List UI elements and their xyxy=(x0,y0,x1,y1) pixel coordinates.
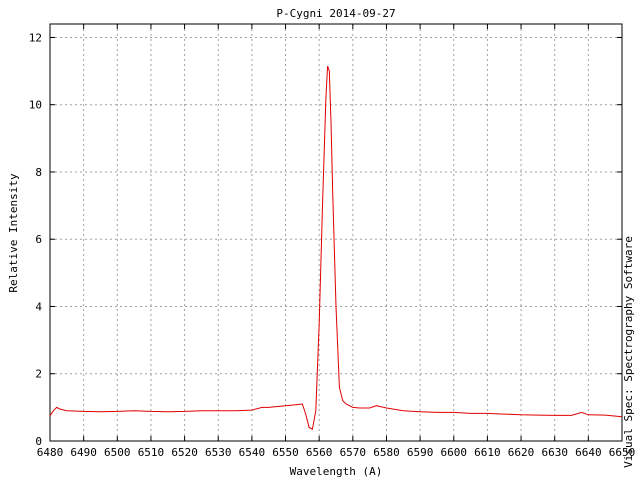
x-tick-label: 6640 xyxy=(575,446,602,459)
spectrum-line xyxy=(49,65,623,430)
x-tick-label: 6600 xyxy=(441,446,468,459)
side-label: Visual Spec: Spectrography Software xyxy=(622,236,635,468)
x-tick-label: 6650 xyxy=(609,446,636,459)
x-tick-label: 6540 xyxy=(239,446,266,459)
axis-ticks xyxy=(49,24,623,442)
grid-lines xyxy=(50,24,622,441)
chart-title: P-Cygni 2014-09-27 xyxy=(276,7,395,20)
x-tick-label: 6510 xyxy=(138,446,165,459)
x-tick-label: 6550 xyxy=(272,446,299,459)
y-tick-label: 10 xyxy=(29,99,42,112)
x-tick-label: 6520 xyxy=(171,446,198,459)
x-tick-label: 6560 xyxy=(306,446,333,459)
axis-tick-labels: 6480 6490 6500 6510 6520 6530 6540 6550 6560 6570… xyxy=(29,31,636,459)
y-tick-label: 6 xyxy=(35,233,42,246)
y-axis-label: Relative Intensity xyxy=(7,173,20,293)
y-tick-label: 2 xyxy=(35,368,42,381)
plot-frame xyxy=(49,23,623,442)
y-tick-label: 12 xyxy=(29,31,42,44)
x-tick-label: 6490 xyxy=(70,446,97,459)
x-tick-label: 6480 xyxy=(37,446,64,459)
x-tick-label: 6590 xyxy=(407,446,434,459)
x-tick-label: 6630 xyxy=(541,446,568,459)
x-tick-label: 6620 xyxy=(508,446,535,459)
x-tick-label: 6610 xyxy=(474,446,501,459)
x-tick-label: 6530 xyxy=(205,446,232,459)
y-tick-label: 4 xyxy=(35,300,42,313)
x-tick-label: 6580 xyxy=(373,446,400,459)
y-tick-label: 0 xyxy=(35,435,42,448)
x-tick-label: 6570 xyxy=(340,446,367,459)
x-tick-label: 6500 xyxy=(104,446,131,459)
x-axis-label: Wavelength (A) xyxy=(290,465,383,478)
y-tick-label: 8 xyxy=(35,166,42,179)
